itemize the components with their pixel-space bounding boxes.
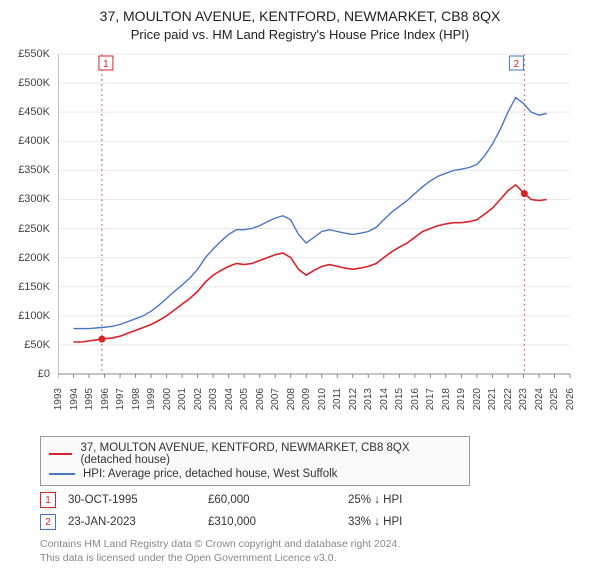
x-axis-label: 2014 (379, 388, 390, 410)
x-axis-label: 2026 (565, 388, 576, 410)
sale-date: 30-OCT-1995 (68, 494, 168, 506)
svg-text:1: 1 (103, 59, 109, 70)
y-axis-label: £400K (18, 135, 50, 147)
x-axis-label: 2005 (239, 388, 250, 410)
svg-text:2: 2 (514, 59, 520, 70)
y-axis-label: £300K (18, 193, 50, 205)
x-axis-label: 2020 (472, 388, 483, 410)
x-axis-label: 2002 (193, 388, 204, 410)
sale-price: £60,000 (208, 494, 308, 506)
x-axis-label: 2007 (270, 388, 281, 410)
x-axis-label: 2006 (255, 388, 266, 410)
y-axis-label: £550K (18, 48, 50, 60)
x-axis-label: 2024 (534, 388, 545, 410)
sale-date: 23-JAN-2023 (68, 516, 168, 528)
y-axis-label: £450K (18, 106, 50, 118)
y-axis-label: £150K (18, 281, 50, 293)
x-axis-label: 1997 (115, 388, 126, 410)
x-axis-label: 1995 (84, 388, 95, 410)
legend: 37, MOULTON AVENUE, KENTFORD, NEWMARKET,… (40, 436, 470, 486)
chart-titles: 37, MOULTON AVENUE, KENTFORD, NEWMARKET,… (10, 8, 590, 42)
title-main: 37, MOULTON AVENUE, KENTFORD, NEWMARKET,… (10, 8, 590, 24)
x-axis-label: 2010 (317, 388, 328, 410)
y-axis-label: £200K (18, 252, 50, 264)
legend-item-hpi: HPI: Average price, detached house, West… (49, 467, 461, 481)
x-axis-label: 2003 (208, 388, 219, 410)
x-axis-label: 1994 (69, 388, 80, 410)
sale-delta: 33% ↓ HPI (348, 516, 448, 528)
x-axis-label: 2015 (394, 388, 405, 410)
x-axis-label: 2000 (162, 388, 173, 410)
y-axis-label: £100K (18, 310, 50, 322)
legend-label: 37, MOULTON AVENUE, KENTFORD, NEWMARKET,… (80, 442, 461, 466)
y-axis-label: £250K (18, 223, 50, 235)
x-axis-label: 2023 (518, 388, 529, 410)
sale-marker-1: 1 (40, 492, 56, 508)
footer-note: Contains HM Land Registry data © Crown c… (40, 538, 590, 565)
y-axis-label: £50K (24, 339, 50, 351)
chart-area: 12 £0£50K£100K£150K£200K£250K£300K£350K£… (10, 48, 590, 428)
x-axis-label: 2018 (441, 388, 452, 410)
x-axis-label: 2016 (410, 388, 421, 410)
x-axis-label: 2011 (332, 388, 343, 410)
x-axis-label: 2013 (363, 388, 374, 410)
x-axis-label: 2008 (286, 388, 297, 410)
sale-record-2: 2 23-JAN-2023 £310,000 33% ↓ HPI (40, 514, 590, 530)
y-axis-label: £350K (18, 164, 50, 176)
legend-swatch (49, 453, 72, 455)
x-axis-label: 2017 (425, 388, 436, 410)
sale-price: £310,000 (208, 516, 308, 528)
sale-delta: 25% ↓ HPI (348, 494, 448, 506)
x-axis-label: 1998 (131, 388, 142, 410)
x-axis-label: 2021 (487, 388, 498, 410)
x-axis-label: 2009 (301, 388, 312, 410)
sale-marker-2: 2 (40, 514, 56, 530)
legend-label: HPI: Average price, detached house, West… (83, 468, 337, 480)
x-axis-label: 2001 (177, 388, 188, 410)
legend-item-property: 37, MOULTON AVENUE, KENTFORD, NEWMARKET,… (49, 441, 461, 467)
sale-record-1: 1 30-OCT-1995 £60,000 25% ↓ HPI (40, 492, 590, 508)
x-axis-label: 2022 (503, 388, 514, 410)
footer-line-1: Contains HM Land Registry data © Crown c… (40, 538, 590, 552)
x-axis-label: 1996 (100, 388, 111, 410)
x-axis-label: 2019 (456, 388, 467, 410)
x-axis-label: 2025 (549, 388, 560, 410)
y-axis-label: £500K (18, 77, 50, 89)
x-axis-label: 1993 (53, 388, 64, 410)
legend-swatch (49, 473, 75, 475)
chart-svg: 12 (58, 48, 578, 424)
title-sub: Price paid vs. HM Land Registry's House … (10, 27, 590, 42)
footer-line-2: This data is licensed under the Open Gov… (40, 552, 590, 566)
y-axis-label: £0 (38, 368, 50, 380)
x-axis-label: 2012 (348, 388, 359, 410)
x-axis-label: 1999 (146, 388, 157, 410)
chart-container: 37, MOULTON AVENUE, KENTFORD, NEWMARKET,… (0, 0, 600, 575)
x-axis-label: 2004 (224, 388, 235, 410)
